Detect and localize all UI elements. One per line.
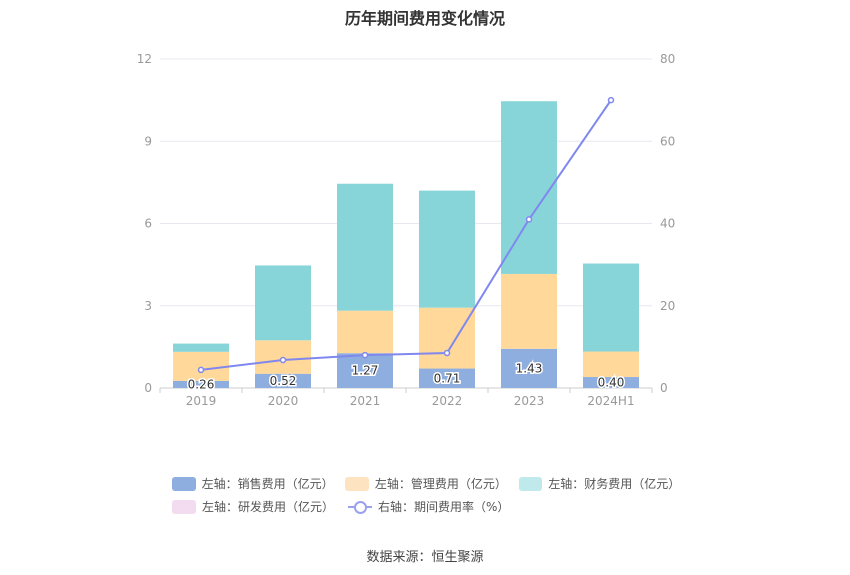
legend: 左轴：销售费用（亿元） 左轴：管理费用（亿元） 左轴：财务费用（亿元） 左轴：研… — [172, 472, 692, 518]
axes: 0 3 6 9 12 0 20 40 60 80 2019 2020 2021 2022 2023 2024H… — [137, 52, 676, 408]
legend-swatch — [172, 476, 196, 491]
bar-segment — [583, 351, 639, 378]
line-point — [197, 366, 205, 374]
bar-segment — [419, 368, 475, 388]
y-left-tick-label: 3 — [144, 299, 152, 313]
bar-segment — [419, 190, 475, 308]
bar-data-label: 0.26 — [188, 377, 215, 391]
legend-swatch — [345, 476, 369, 491]
bar-series — [173, 101, 639, 388]
legend-label: 右轴：期间费用率（%） — [378, 500, 510, 514]
bar-segment — [583, 377, 639, 388]
y-right-tick-label: 0 — [660, 381, 668, 395]
y-left-tick-label: 12 — [137, 52, 152, 66]
data-labels: 0.26 0.52 1.27 0.71 1.43 0.40 — [186, 360, 626, 393]
legend-line-marker-icon — [348, 500, 373, 514]
legend-label: 左轴：销售费用（亿元） — [201, 477, 334, 491]
x-tick-label: 2022 — [432, 394, 463, 408]
bar-data-label: 0.71 — [434, 371, 461, 385]
line-point — [525, 216, 533, 223]
y-right-tick-label: 60 — [660, 134, 675, 148]
bar-data-label: 1.27 — [352, 364, 379, 378]
legend-swatch — [518, 476, 543, 491]
x-tick-label: 2020 — [268, 394, 299, 408]
legend-item-sales[interactable]: 左轴：销售费用（亿元） — [172, 475, 334, 492]
legend-label: 左轴：管理费用（亿元） — [374, 477, 507, 491]
legend-swatch — [172, 499, 196, 514]
x-tick-label: 2024H1 — [587, 394, 634, 408]
bar-segment — [173, 351, 229, 381]
bar-segment — [173, 380, 229, 388]
legend-label: 左轴：研发费用（亿元） — [202, 500, 335, 514]
line-point — [279, 356, 287, 364]
bar-data-label: 1.43 — [516, 361, 543, 375]
bar-segment — [501, 273, 557, 349]
line-series — [197, 96, 615, 374]
bar-segment — [337, 183, 393, 311]
bar-segment — [255, 265, 311, 341]
y-right-tick-label: 20 — [660, 299, 675, 313]
bar-segment — [255, 373, 311, 388]
bar-segment — [419, 307, 475, 369]
legend-item-finance[interactable]: 左轴：财务费用（亿元） — [518, 475, 681, 492]
y-left-tick-label: 9 — [144, 134, 152, 148]
y-right-tick-label: 80 — [660, 52, 675, 66]
y-left-tick-label: 0 — [144, 381, 152, 395]
bar-segment — [337, 353, 393, 388]
legend-item-rnd[interactable]: 左轴：研发费用（亿元） — [172, 498, 334, 515]
y-left-tick-label: 6 — [144, 217, 152, 231]
x-tick-label: 2023 — [514, 394, 545, 408]
grid-lines — [160, 58, 652, 389]
bar-segment — [337, 310, 393, 354]
bar-segment — [501, 348, 557, 388]
legend-label: 左轴：财务费用（亿元） — [548, 477, 681, 491]
line-point — [607, 96, 615, 104]
y-right-tick-label: 40 — [660, 217, 675, 231]
legend-item-admin[interactable]: 左轴：管理费用（亿元） — [345, 475, 507, 492]
bar-data-label: 0.40 — [598, 376, 625, 390]
line-point — [361, 351, 369, 359]
legend-row: 左轴：研发费用（亿元） 右轴：期间费用率（%） — [172, 495, 692, 518]
line-path — [200, 99, 612, 371]
line-point — [443, 349, 451, 357]
data-source: 数据来源：恒生聚源 — [366, 550, 484, 565]
bar-segment — [173, 343, 229, 352]
bar-segment — [583, 263, 639, 352]
legend-item-expense-rate[interactable]: 右轴：期间费用率（%） — [348, 498, 509, 515]
chart-title: 历年期间费用变化情况 — [344, 9, 505, 28]
bar-data-label: 0.52 — [270, 374, 297, 388]
legend-row: 左轴：销售费用（亿元） 左轴：管理费用（亿元） 左轴：财务费用（亿元） — [172, 472, 692, 495]
bar-segment — [501, 101, 557, 274]
x-tick-label: 2019 — [186, 394, 217, 408]
x-tick-label: 2021 — [350, 394, 381, 408]
